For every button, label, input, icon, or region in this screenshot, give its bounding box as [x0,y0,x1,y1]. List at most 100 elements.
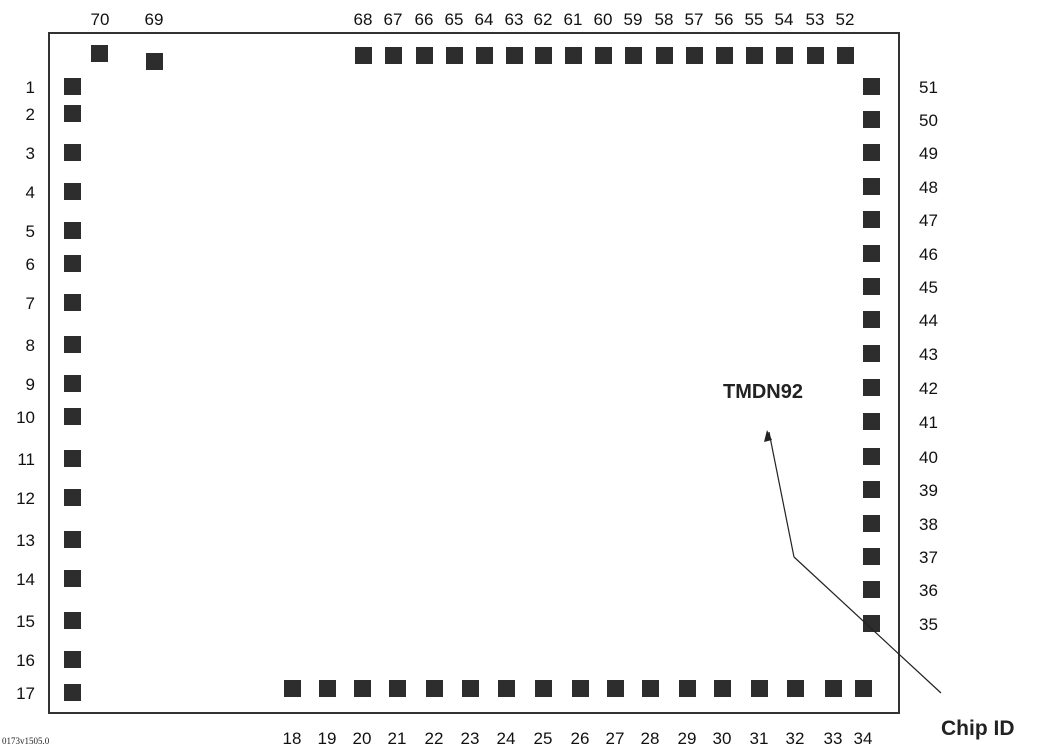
pad-30 [714,680,731,697]
pad-26 [572,680,589,697]
pad-38 [863,515,880,532]
pin-label-14: 14 [16,570,35,589]
pad-40 [863,448,880,465]
pad-48 [863,178,880,195]
pad-43 [863,345,880,362]
pad-8 [64,336,81,353]
pad-6 [64,255,81,272]
pin-label-46: 46 [919,245,938,264]
pin-label-32: 32 [786,729,805,748]
pad-2 [64,105,81,122]
pad-44 [863,311,880,328]
pad-39 [863,481,880,498]
pad-47 [863,211,880,228]
pin-label-10: 10 [16,408,35,427]
pin-label-68: 68 [354,10,373,29]
pin-label-3: 3 [26,144,35,163]
pad-23 [462,680,479,697]
pad-33 [825,680,842,697]
pin-label-19: 19 [318,729,337,748]
pad-59 [625,47,642,64]
pad-62 [535,47,552,64]
pin-label-8: 8 [26,336,35,355]
pin-label-11: 11 [17,450,35,469]
pin-label-35: 35 [919,615,938,634]
pad-1 [64,78,81,95]
pad-20 [354,680,371,697]
pin-label-38: 38 [919,515,938,534]
pad-13 [64,531,81,548]
pin-label-37: 37 [919,548,938,567]
pad-4 [64,183,81,200]
pin-label-41: 41 [919,413,938,432]
pad-49 [863,144,880,161]
pad-41 [863,413,880,430]
pin-label-48: 48 [919,178,938,197]
pad-32 [787,680,804,697]
pad-51 [863,78,880,95]
pad-70 [91,45,108,62]
pin-label-27: 27 [606,729,625,748]
pin-label-54: 54 [775,10,794,29]
pad-55 [746,47,763,64]
pin-label-30: 30 [713,729,732,748]
pad-27 [607,680,624,697]
pad-63 [506,47,523,64]
pin-label-49: 49 [919,144,938,163]
chip-name-label: TMDN92 [723,381,803,403]
pin-label-9: 9 [26,375,35,394]
pad-29 [679,680,696,697]
pin-label-12: 12 [16,489,35,508]
pin-label-57: 57 [685,10,704,29]
pad-21 [389,680,406,697]
pin-label-42: 42 [919,379,938,398]
callout-arrow-shaft [768,431,795,558]
pad-52 [837,47,854,64]
pad-22 [426,680,443,697]
pin-label-22: 22 [425,729,444,748]
pin-label-16: 16 [16,651,35,670]
pin-label-24: 24 [497,729,516,748]
pin-label-64: 64 [475,10,494,29]
chip-id-callout: Chip ID [941,717,1015,740]
pad-10 [64,408,81,425]
pin-label-55: 55 [745,10,764,29]
pin-label-62: 62 [534,10,553,29]
pad-18 [284,680,301,697]
pad-69 [146,53,163,70]
pad-58 [656,47,673,64]
pin-label-31: 31 [750,729,769,748]
pin-label-23: 23 [461,729,480,748]
pin-label-5: 5 [26,222,35,241]
pin-label-21: 21 [388,729,407,748]
pad-36 [863,581,880,598]
pad-50 [863,111,880,128]
pad-34 [855,680,872,697]
pad-65 [446,47,463,64]
pin-label-29: 29 [678,729,697,748]
pad-60 [595,47,612,64]
pad-31 [751,680,768,697]
pad-46 [863,245,880,262]
pin-label-53: 53 [806,10,825,29]
callout-arrowhead [764,430,772,442]
pin-label-44: 44 [919,311,938,330]
pin-label-66: 66 [415,10,434,29]
pin-label-69: 69 [145,10,164,29]
pad-25 [535,680,552,697]
pad-9 [64,375,81,392]
pin-label-60: 60 [594,10,613,29]
pad-61 [565,47,582,64]
pin-label-43: 43 [919,345,938,364]
pin-label-70: 70 [91,10,110,29]
pad-68 [355,47,372,64]
pad-15 [64,612,81,629]
pin-label-4: 4 [26,183,35,202]
pin-label-45: 45 [919,278,938,297]
pad-64 [476,47,493,64]
pin-label-1: 1 [26,78,35,97]
pad-24 [498,680,515,697]
pad-57 [686,47,703,64]
